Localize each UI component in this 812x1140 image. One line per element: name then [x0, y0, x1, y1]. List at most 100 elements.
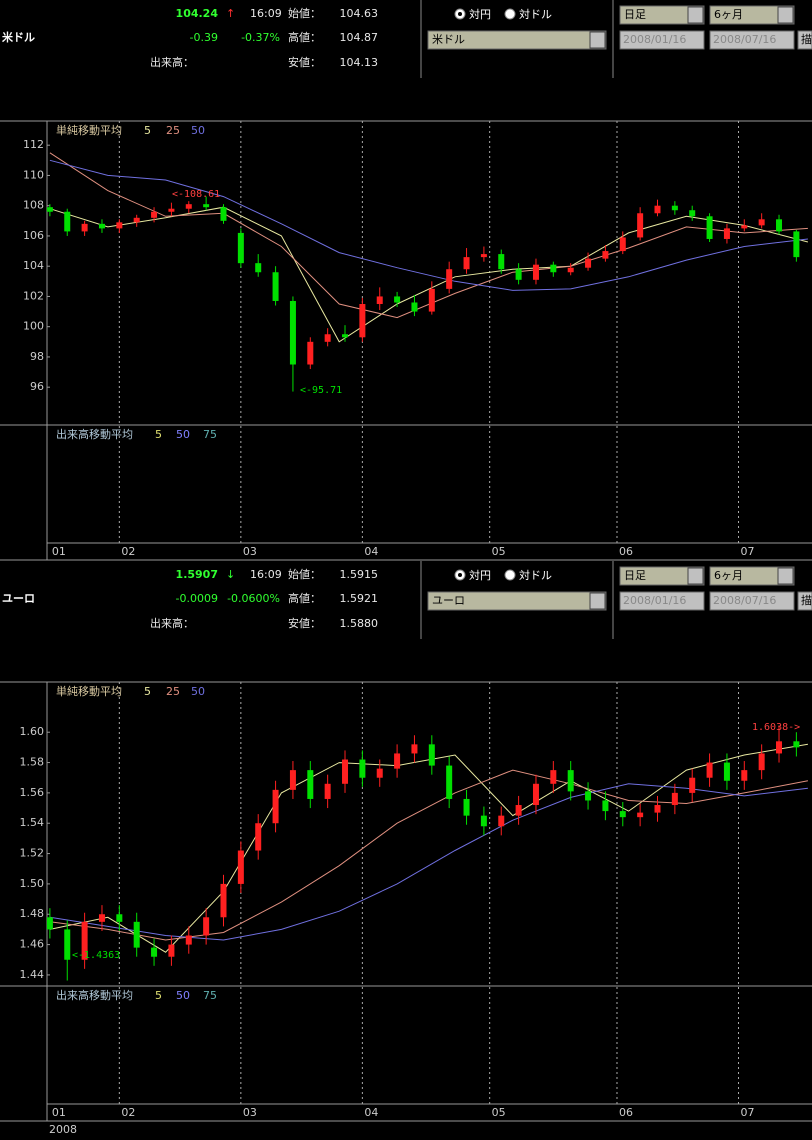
- candle-body: [498, 815, 505, 827]
- x-tick-label: 05: [492, 545, 506, 558]
- dropdown-button[interactable]: [687, 6, 704, 24]
- range-select[interactable]: [709, 5, 795, 25]
- candle-body: [585, 791, 592, 801]
- pair-select-text: ユーロ: [432, 594, 465, 607]
- candle-body: [446, 765, 453, 799]
- last-price: 1.5907: [176, 568, 218, 581]
- candle-body: [255, 823, 262, 851]
- radio-dollar-label: 対ドル: [519, 7, 552, 21]
- y-tick-label: 108: [23, 199, 44, 212]
- candle-body: [567, 267, 574, 273]
- x-tick-label: 01: [52, 1106, 66, 1119]
- y-tick-label: 1.58: [20, 756, 45, 769]
- open-label: 始値：: [288, 567, 321, 581]
- candle-body: [220, 207, 227, 221]
- candle-body: [723, 762, 730, 781]
- moving-average: [49, 152, 808, 319]
- dropdown-button[interactable]: [687, 567, 704, 585]
- dropdown-button[interactable]: [589, 31, 606, 49]
- date-from-text: 2008/01/16: [623, 594, 686, 607]
- y-tick-label: 1.44: [20, 968, 45, 981]
- date-to[interactable]: [709, 591, 795, 611]
- candle-body: [776, 741, 783, 754]
- candle-body: [220, 883, 227, 918]
- candle-body: [64, 211, 71, 232]
- range-select-text: 6ヶ月: [714, 569, 743, 582]
- radio-dollar[interactable]: [504, 8, 516, 20]
- candle-body: [567, 770, 574, 792]
- open-label: 始値：: [288, 6, 321, 20]
- change-value: -0.0009: [176, 592, 218, 605]
- candle-body: [654, 805, 661, 813]
- radio-dollar[interactable]: [504, 569, 516, 581]
- volume-legend-entry: 50: [176, 428, 190, 441]
- pair-select[interactable]: [427, 591, 607, 611]
- last-price: 104.24: [176, 7, 219, 20]
- candle-body: [98, 223, 105, 229]
- interval-select[interactable]: [619, 566, 705, 586]
- dropdown-button[interactable]: [777, 6, 794, 24]
- volume-legend-entry: 5: [155, 989, 162, 1002]
- draw-button-text: 描: [801, 32, 812, 46]
- interval-select[interactable]: [619, 5, 705, 25]
- candle-body: [81, 921, 88, 960]
- draw-button[interactable]: [797, 591, 812, 611]
- moving-average: [49, 783, 808, 941]
- candle-body: [394, 753, 401, 769]
- candle-body: [324, 783, 331, 799]
- range-select[interactable]: [709, 566, 795, 586]
- candle-body: [637, 812, 644, 818]
- open-value: 104.63: [340, 7, 379, 20]
- candle-body: [185, 204, 192, 209]
- volume-legend-title: 出来高移動平均: [56, 988, 133, 1002]
- volume-legend-entry: 75: [203, 428, 217, 441]
- dropdown-button[interactable]: [777, 567, 794, 585]
- change-value: -0.39: [190, 31, 218, 44]
- candle-body: [515, 805, 522, 816]
- candle-body: [237, 850, 244, 884]
- legend-entry: 25: [166, 124, 180, 137]
- legend-entry: 25: [166, 685, 180, 698]
- candle-body: [289, 770, 296, 790]
- candle-body: [480, 254, 487, 258]
- x-tick-label: 07: [741, 1106, 755, 1119]
- update-time: 16:09: [250, 7, 282, 20]
- interval-select-text: 日足: [624, 8, 646, 21]
- y-tick-label: 102: [23, 289, 44, 302]
- change-pct: -0.0600%: [227, 592, 280, 605]
- date-from[interactable]: [619, 591, 705, 611]
- candle-body: [359, 759, 366, 778]
- radio-yen-label: 対円: [469, 7, 491, 21]
- candle-body: [203, 917, 210, 936]
- candle-body: [151, 211, 158, 218]
- date-to-text: 2008/07/16: [713, 594, 776, 607]
- candle-body: [550, 264, 557, 273]
- candle-body: [168, 208, 175, 212]
- candle-body: [359, 304, 366, 338]
- range-select-text: 6ヶ月: [714, 8, 743, 21]
- currency-name: 米ドル: [1, 30, 35, 44]
- candle-body: [411, 744, 418, 754]
- candle-body: [151, 947, 158, 957]
- candle-body: [203, 204, 210, 208]
- candle-body: [237, 232, 244, 264]
- dropdown-button[interactable]: [589, 592, 606, 610]
- y-tick-label: 1.60: [20, 725, 45, 738]
- date-to[interactable]: [709, 30, 795, 50]
- low-label: 安値：: [288, 55, 321, 69]
- candle-body: [585, 258, 592, 268]
- candle-body: [463, 798, 470, 816]
- candle-body: [619, 237, 626, 252]
- date-from[interactable]: [619, 30, 705, 50]
- draw-button[interactable]: [797, 30, 812, 50]
- candle-body: [46, 917, 53, 930]
- y-tick-label: 98: [30, 350, 44, 363]
- volume-legend-entry: 75: [203, 989, 217, 1002]
- pair-select[interactable]: [427, 30, 607, 50]
- low-value: 104.13: [340, 56, 379, 69]
- candle-body: [116, 222, 123, 229]
- candle-body: [272, 272, 279, 301]
- candle-body: [289, 300, 296, 365]
- date-to-text: 2008/07/16: [713, 33, 776, 46]
